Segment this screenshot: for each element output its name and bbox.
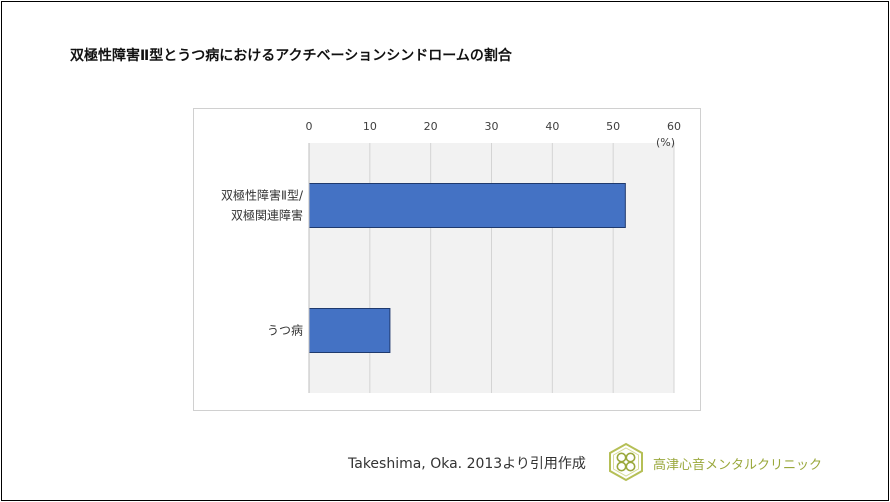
x-axis-unit: (%): [656, 136, 675, 149]
bar: [308, 308, 391, 353]
x-tick-label: 60: [667, 120, 681, 133]
x-tick-label: 50: [606, 120, 620, 133]
category-label: 双極関連障害: [231, 208, 303, 223]
x-tick-label: 0: [306, 120, 313, 133]
hexagon-clover-logo-icon: [609, 442, 643, 482]
clinic-name: 高津心音メンタルクリニック: [653, 458, 823, 473]
x-tick-label: 40: [545, 120, 559, 133]
x-tick-label: 20: [424, 120, 438, 133]
chart-title: 双極性障害Ⅱ型とうつ病におけるアクチベーションシンドロームの割合: [70, 48, 512, 64]
citation: Takeshima, Oka. 2013より引用作成: [348, 456, 586, 472]
bar: [308, 183, 626, 228]
chart-frame: 0 10 20 30 40 50 60 (%) 双極性障害Ⅱ型/双極関連障害うつ病: [193, 108, 701, 411]
x-tick-label: 30: [485, 120, 499, 133]
category-label: 双極性障害Ⅱ型/: [221, 188, 304, 203]
category-label: うつ病: [267, 323, 303, 338]
x-tick-label: 10: [363, 120, 377, 133]
